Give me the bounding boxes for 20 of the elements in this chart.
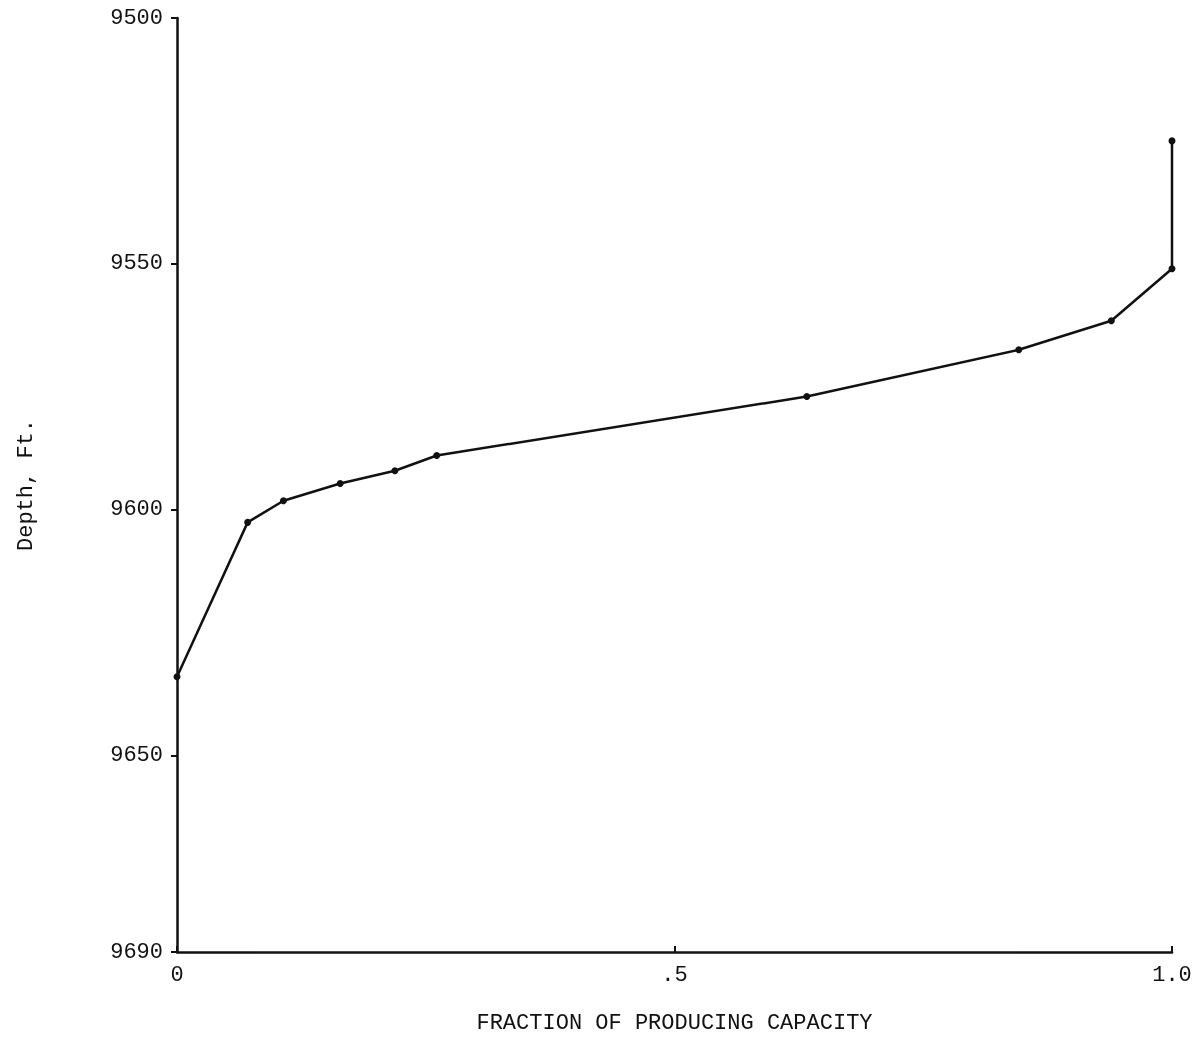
point	[1168, 265, 1176, 273]
y-tick-label: 9500	[110, 5, 163, 31]
x-tick-label: .5	[661, 962, 688, 988]
x-tick-label: 1.0	[1152, 962, 1192, 988]
point	[433, 452, 441, 459]
point	[244, 518, 252, 526]
point	[391, 467, 399, 475]
point	[1107, 317, 1115, 325]
y-tick-label: 9550	[110, 251, 163, 277]
point	[803, 393, 811, 401]
point	[1015, 346, 1023, 354]
y-tick-label: 9650	[110, 742, 163, 768]
y-axis-title: Depth, Ft.	[13, 418, 39, 552]
y-tick-label: 9600	[110, 497, 163, 523]
point	[173, 673, 181, 681]
point	[336, 480, 344, 488]
x-axis-title: FRACTION OF PRODUCING CAPACITY	[476, 1010, 873, 1036]
y-tick-label: 9690	[110, 939, 163, 965]
x-tick-label: 0	[170, 962, 184, 988]
point	[279, 497, 287, 505]
